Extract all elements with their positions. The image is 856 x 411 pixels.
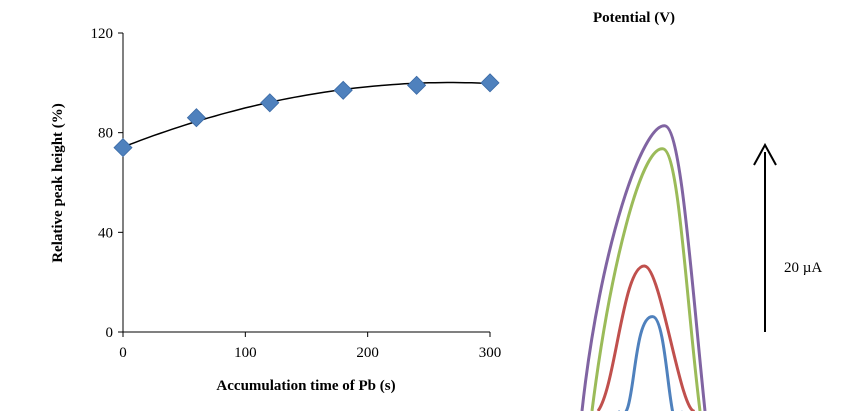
x-tick-label: 200 xyxy=(356,345,379,361)
y-tick-label: 0 xyxy=(106,325,114,341)
voltammogram-chart: Potential (V) 20 µA xyxy=(580,10,822,411)
data-point-marker xyxy=(113,138,133,158)
voltammogram-curve xyxy=(580,124,707,411)
data-point-marker xyxy=(480,73,500,93)
x-axis-label: Accumulation time of Pb (s) xyxy=(216,378,395,394)
x-tick-label: 100 xyxy=(234,345,257,361)
data-points xyxy=(113,73,500,158)
trendline xyxy=(122,81,491,148)
voltammogram-curves xyxy=(580,124,707,411)
y-tick-labels: 0 40 80 120 xyxy=(91,26,114,341)
x-tick-label: 0 xyxy=(119,345,127,361)
y-axis-label: Relative peak height (%) xyxy=(50,103,66,263)
data-point-marker xyxy=(186,108,206,128)
x-tick-labels: 0 100 200 300 xyxy=(119,345,501,361)
x-tick-label: 300 xyxy=(479,345,502,361)
voltammogram-curve xyxy=(590,147,702,411)
y-tick-label: 120 xyxy=(91,26,114,42)
accumulation-time-chart: 0 100 200 300 0 40 80 120 Accumulation time of… xyxy=(50,26,501,394)
data-point-marker xyxy=(333,80,353,100)
y-tick-label: 80 xyxy=(98,126,113,142)
data-point-marker xyxy=(260,93,280,113)
data-point-marker xyxy=(407,75,427,95)
y-tick-label: 40 xyxy=(98,225,113,241)
voltammogram-curve xyxy=(618,315,683,411)
potential-axis-label: Potential (V) xyxy=(593,10,675,26)
scale-bar-label: 20 µA xyxy=(784,260,822,276)
axes xyxy=(118,32,491,337)
voltammogram-curve xyxy=(596,264,697,411)
scale-arrow-head xyxy=(753,142,777,166)
